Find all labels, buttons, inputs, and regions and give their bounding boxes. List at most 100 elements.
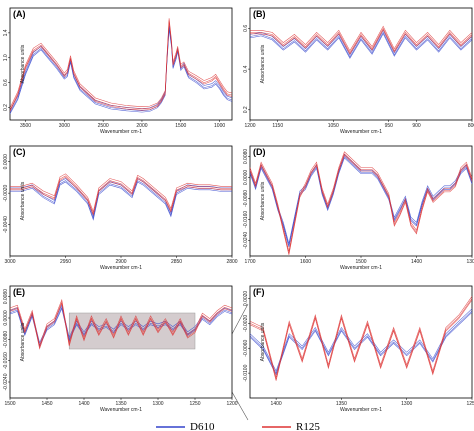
panel-e-label: (E) [13, 287, 25, 297]
zoom-region [68, 312, 196, 350]
panel-b-x-tick-label: 950 [385, 123, 394, 129]
legend: D610 R125 [156, 421, 320, 431]
panel-e-y-axis-label: Absorbance units [20, 322, 26, 361]
zoom-connector-lines [231, 303, 249, 421]
panel-d-x-tick-label: 1300 [466, 259, 474, 265]
legend-label-d610: D610 [190, 421, 215, 431]
panel-e-x-tick-label: 1400 [78, 401, 89, 407]
panel-c-x-tick-label: 3000 [4, 259, 15, 265]
panel-c-x-tick-label: 2800 [226, 259, 237, 265]
panel-a-frame [9, 7, 233, 121]
panel-b-frame [249, 7, 473, 121]
panel-a-series-d610-line [9, 29, 233, 115]
panel-c-x-axis-label: Wavenumber cm-1 [100, 265, 142, 271]
panel-a-series-d610-line [9, 27, 233, 113]
panel-b-series-r125-line [250, 29, 473, 55]
panel-f-y-tick-label: 0.0020 [243, 291, 249, 307]
panel-f-x-tick-label: 1300 [401, 401, 412, 407]
panel-b-y-tick-label: 0.4 [243, 65, 249, 72]
panel-e-y-tick-label: -0.0080 [3, 331, 9, 348]
panel-f-series-r125-line [249, 298, 473, 380]
panel-b-x-tick-label: 1200 [244, 123, 255, 129]
panel-c-frame [9, 145, 233, 257]
panel-d-series-r125-line [249, 154, 473, 255]
panel-d-x-axis-label: Wavenumber cm-1 [340, 265, 382, 271]
panel-a: (A) 3500 3000 2500 2000 1500 1000 0.2 0.6 1.0 1.4 W… [3, 7, 233, 135]
panel-b: (B) 1200 1150 1050 950 900 800 0.6 0.4 0.2 Wavenum… [243, 7, 474, 135]
panel-a-series-r125-line [9, 21, 233, 112]
panel-a-x-tick-label: 1000 [214, 123, 225, 129]
panel-a-y-tick-label: 0.2 [3, 104, 9, 111]
panel-f-y-axis-label: Absorbance units [260, 322, 266, 361]
panel-d-y-tick-label: -0.0240 [243, 232, 249, 249]
panel-a-y-tick-label: 0.6 [3, 79, 9, 86]
panel-c-series-d610-line [10, 178, 232, 218]
panel-e-y-tick-label: -0.0160 [3, 352, 9, 369]
panel-d-y-tick-label: -0.0160 [243, 211, 249, 228]
panel-e-series-r125-line [9, 302, 233, 350]
panel-e-x-axis-label: Wavenumber cm-1 [100, 407, 142, 413]
panel-a-y-axis-label: Absorbance units [20, 44, 26, 83]
panel-f-y-tick-label: -0.0020 [243, 315, 249, 332]
panel-d-series-r125-line [249, 151, 473, 252]
panel-e-x-tick-label: 1300 [152, 401, 163, 407]
panel-b-label: (B) [253, 9, 266, 19]
panel-e-x-tick-label: 1350 [115, 401, 126, 407]
panel-d-y-tick-label: -0.0080 [243, 190, 249, 207]
panel-c-series-r125-line [10, 173, 232, 213]
panel-e-y-tick-label: -0.0240 [3, 373, 9, 390]
panel-c-x-tick-label: 2900 [115, 259, 126, 265]
panel-a-x-tick-label: 3500 [20, 123, 31, 129]
panel-d-x-tick-label: 1600 [300, 259, 311, 265]
panel-c-y-tick-label: -0.0040 [3, 216, 9, 233]
panel-a-y-tick-label: 1.0 [3, 54, 9, 61]
panel-f-x-axis-label: Wavenumber cm-1 [340, 407, 382, 413]
panel-c-y-axis-label: Absorbance units [20, 181, 26, 220]
panel-b-y-tick-label: 0.2 [243, 106, 249, 113]
panel-d-series-d610-line [249, 157, 473, 247]
panel-e-series-r125-line [9, 298, 233, 347]
panel-a-series-d610-line [9, 25, 233, 111]
panel-d-frame [249, 145, 473, 257]
panel-b-y-tick-label: 0.6 [243, 25, 249, 32]
panel-f-series-r125-line [249, 299, 473, 381]
panel-e-y-tick-label: 0.0080 [3, 289, 9, 305]
panel-c-x-tick-label: 2950 [60, 259, 71, 265]
panel-c: (C) 3000 2950 2900 2850 2800 0.0000 -0.0020 -0.0… [3, 145, 238, 271]
panel-f: (F) 1400 1350 1300 1250 0.0020 -0.0020 -0.0060 -… [243, 285, 474, 413]
panel-c-series-d610-line [10, 181, 232, 221]
panel-b-x-tick-label: 800 [468, 123, 474, 129]
panel-e-series-r125-line [9, 300, 233, 349]
panel-b-x-tick-label: 1050 [328, 123, 339, 129]
panel-d-x-tick-label: 1500 [355, 259, 366, 265]
panel-d-y-tick-label: 0.0000 [243, 170, 249, 186]
panel-b-series-d610-line [249, 31, 473, 58]
panel-a-x-tick-label: 2500 [98, 123, 109, 129]
legend-label-r125: R125 [296, 421, 320, 431]
panel-c-y-tick-label: 0.0000 [3, 154, 9, 170]
panel-b-series-r125-line [250, 25, 473, 52]
panel-b-series-d610-line [249, 33, 473, 59]
panel-f-x-tick-label: 1350 [336, 401, 347, 407]
panel-e-y-tick-label: 0.0000 [3, 310, 9, 326]
panel-e-series-d610-line [9, 307, 233, 347]
panel-d-x-tick-label: 1400 [411, 259, 422, 265]
panel-f-x-tick-label: 1400 [271, 401, 282, 407]
panel-b-x-tick-label: 900 [412, 123, 421, 129]
panel-a-x-tick-label: 3000 [59, 123, 70, 129]
panel-d-x-tick-label: 1700 [244, 259, 255, 265]
panel-a-series-r125-line [9, 20, 233, 111]
panel-b-y-axis-label: Absorbance units [260, 44, 266, 83]
panel-a-x-axis-label: Wavenumber cm-1 [100, 129, 142, 135]
panel-f-frame [249, 285, 473, 399]
panel-e-x-tick-label: 1450 [41, 401, 52, 407]
panel-c-x-tick-label: 2850 [171, 259, 182, 265]
panel-f-y-tick-label: -0.0100 [243, 364, 249, 381]
panel-a-series-r125-line [9, 18, 233, 109]
panel-c-y-tick-label: -0.0020 [3, 184, 9, 201]
panel-c-series-r125-line [10, 176, 232, 216]
panel-a-y-tick-label: 1.4 [3, 29, 9, 36]
panel-a-x-tick-label: 2000 [136, 123, 147, 129]
panel-a-x-tick-label: 1500 [175, 123, 186, 129]
panel-d-series-d610-line [249, 153, 473, 244]
